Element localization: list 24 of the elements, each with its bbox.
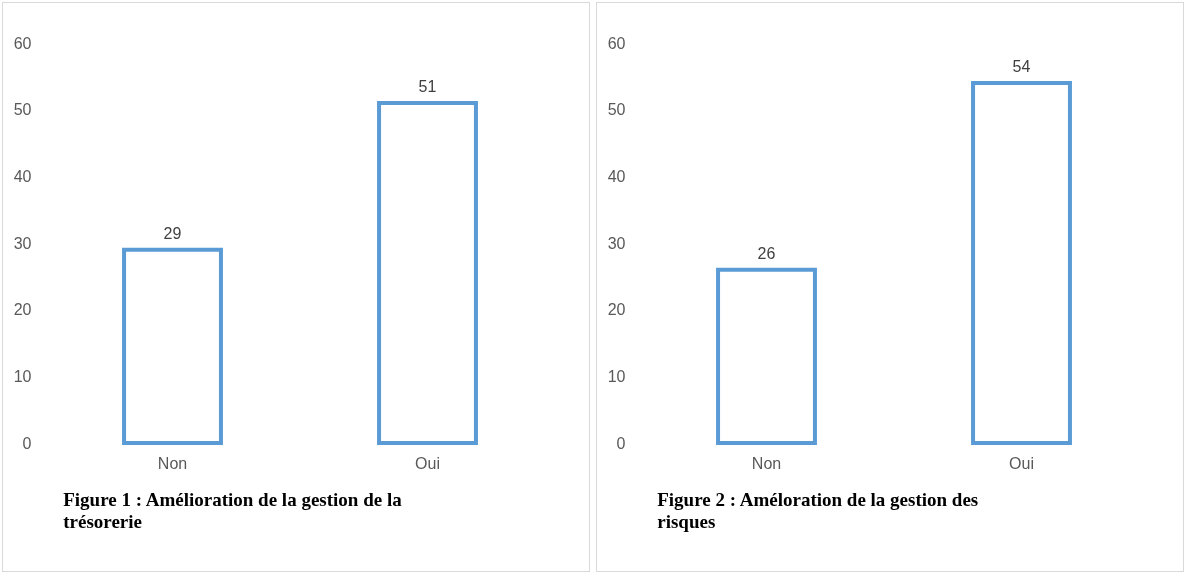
x-tick-label: Non [157,454,188,472]
y-tick-label: 20 [13,301,32,319]
data-label: 51 [418,78,437,95]
data-label: 29 [163,224,182,242]
x-tick-label: Oui [1009,454,1034,472]
y-tick-label: 0 [616,434,626,452]
y-tick-label: 30 [13,234,32,252]
y-tick-label: 30 [607,234,626,252]
x-tick-label: Non [751,454,782,472]
y-tick-label: 10 [13,367,32,385]
y-tick-label: 60 [607,34,626,52]
y-tick-label: 60 [13,34,32,52]
y-tick-label: 0 [22,434,32,452]
y-tick-label: 50 [13,101,32,119]
y-tick-label: 20 [607,301,626,319]
y-tick-label: 50 [607,101,626,119]
data-label: 26 [757,244,776,262]
y-tick-label: 40 [13,167,32,185]
y-tick-label: 40 [607,167,626,185]
x-tick-label: Oui [415,454,440,472]
text: Figure 2 : Améloration de la gestion des risques [657,489,979,532]
y-tick-label: 10 [607,367,626,385]
data-label: 54 [1012,58,1031,75]
text: Figure 1 : Amélioration de la gestion de la trésorerie [63,489,403,532]
